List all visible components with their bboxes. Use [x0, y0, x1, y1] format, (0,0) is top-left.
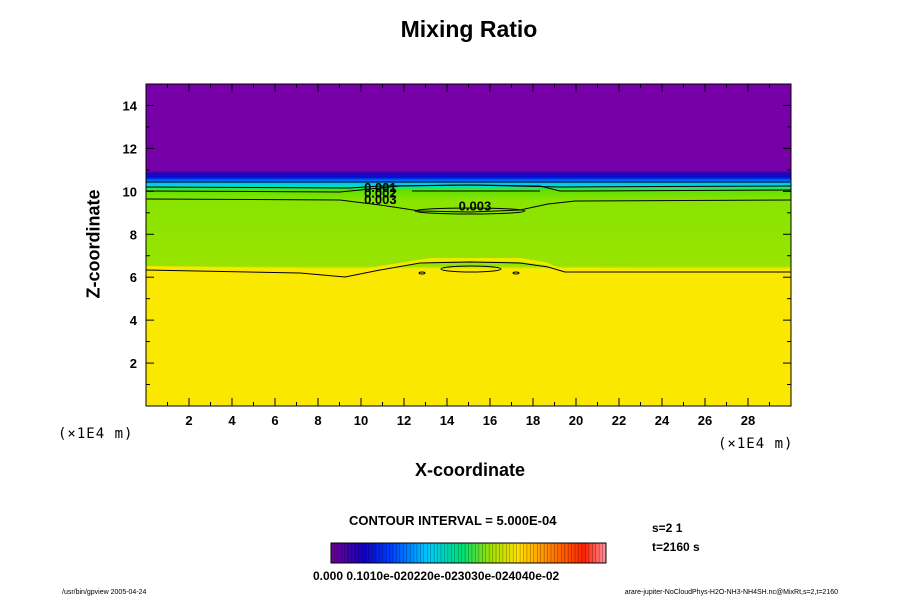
heatmap-field — [146, 84, 791, 406]
x-tick-label: 16 — [483, 413, 497, 428]
contour-label: 0.001 — [364, 180, 397, 195]
x-tick-label: 20 — [569, 413, 583, 428]
x-tick-label: 18 — [526, 413, 540, 428]
contour-label: 0.002 — [364, 185, 397, 200]
footer-command: /usr/bin/gpview 2005-04-24 — [62, 589, 147, 596]
y-tick-label: 8 — [130, 227, 137, 242]
y-tick-label: 6 — [130, 270, 137, 285]
y-tick-label: 14 — [123, 98, 138, 113]
time-indicator: t=2160 s — [652, 540, 700, 554]
contour-interval-text: CONTOUR INTERVAL = 5.000E-04 — [349, 513, 557, 528]
contour-lines — [146, 181, 791, 278]
y-axis-label: Z-coordinate — [83, 189, 104, 299]
x-tick-label: 22 — [612, 413, 626, 428]
x-tick-label: 26 — [698, 413, 712, 428]
y-axis-unit: (×1E4 m) — [58, 426, 134, 442]
colorbar-labels: 0.000 0.1010e-020220e-023030e-024040e-02 — [313, 569, 560, 583]
contour-label: 0.003 — [459, 198, 492, 213]
footer-source: arare-jupiter-NoCloudPhys-H2O-NH3-NH4SH.… — [624, 589, 838, 596]
x-tick-label: 24 — [655, 413, 670, 428]
y-tick-label: 12 — [123, 141, 137, 156]
y-tick-label: 10 — [123, 184, 137, 199]
y-tick-label: 2 — [130, 356, 137, 371]
chart-title: Mixing Ratio — [400, 16, 538, 42]
colorbar-ticks — [334, 543, 603, 563]
x-tick-label: 8 — [314, 413, 321, 428]
x-axis: 2 4 6 8 10 12 14 16 18 20 22 24 26 28 — [167, 84, 770, 428]
x-tick-label: 6 — [271, 413, 278, 428]
x-tick-label: 28 — [741, 413, 755, 428]
y-axis: 2 4 6 8 10 12 14 — [123, 98, 791, 386]
x-axis-label: X-coordinate — [414, 460, 525, 480]
x-tick-label: 10 — [354, 413, 368, 428]
x-tick-label: 2 — [185, 413, 192, 428]
step-indicator: s=2 1 — [652, 521, 683, 535]
x-tick-label: 12 — [397, 413, 411, 428]
y-tick-label: 4 — [130, 313, 138, 328]
x-axis-unit: (×1E4 m) — [718, 436, 794, 452]
x-tick-label: 14 — [440, 413, 455, 428]
contour-label: 0.003 — [364, 192, 397, 207]
x-tick-label: 4 — [228, 413, 236, 428]
